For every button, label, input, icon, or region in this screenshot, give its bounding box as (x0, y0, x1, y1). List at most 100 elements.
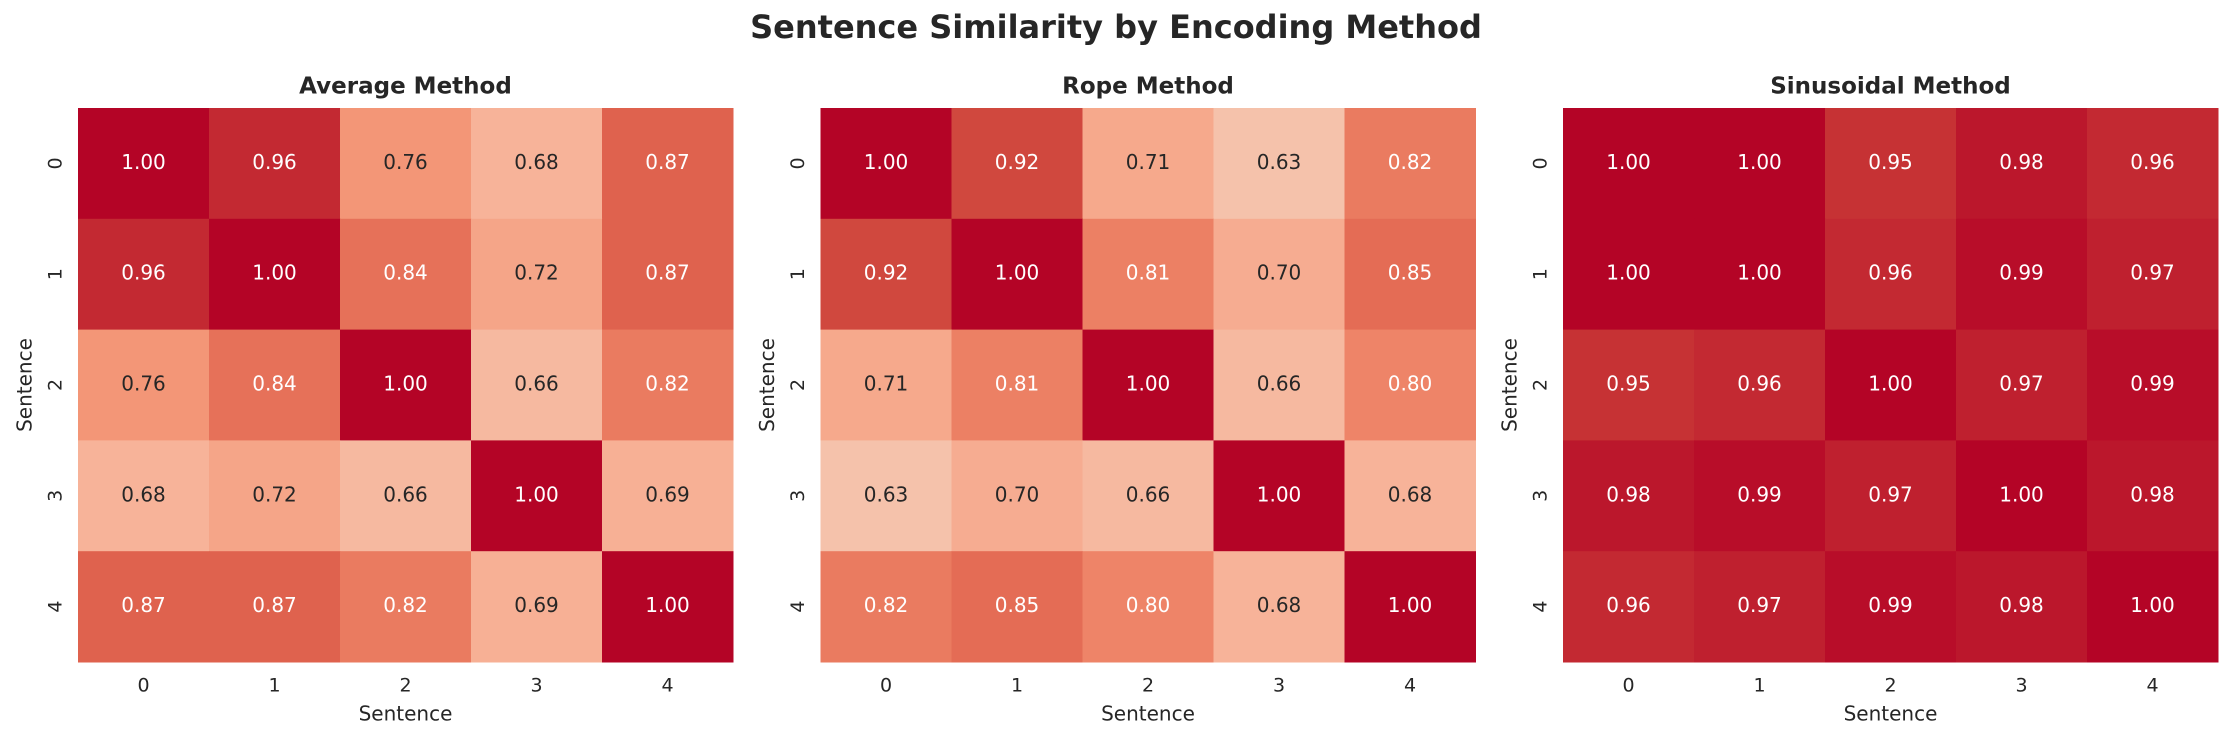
heatmap-cell (1213, 218, 1345, 331)
heatmap-cell (820, 218, 952, 331)
x-tick-label: 3 (1273, 675, 1285, 697)
heatmap-cell (1956, 551, 2088, 663)
heatmap-cell (1956, 218, 2088, 331)
cell-label: 0.85 (995, 593, 1040, 617)
heatmap-cell (1563, 551, 1695, 663)
cell-label: 0.99 (1737, 482, 1782, 506)
cell-label: 0.92 (995, 150, 1040, 174)
cell-label: 0.76 (121, 372, 166, 396)
x-tick-label: 1 (268, 675, 280, 697)
x-tick-label: 1 (1753, 675, 1765, 697)
heatmap-cell (951, 108, 1083, 220)
subplot-title: Rope Method (1062, 74, 1234, 100)
heatmap-cell (820, 551, 952, 663)
cell-label: 0.68 (1257, 593, 1302, 617)
cell-label: 0.68 (514, 150, 559, 174)
heatmap-cell (602, 551, 734, 663)
cell-label: 0.97 (1999, 372, 2044, 396)
cell-label: 0.66 (383, 482, 428, 506)
cell-label: 0.98 (1999, 150, 2044, 174)
cell-label: 1.00 (1126, 372, 1171, 396)
cell-label: 0.96 (252, 150, 297, 174)
cell-label: 1.00 (1999, 482, 2044, 506)
heatmap-cell (951, 218, 1083, 331)
cell-label: 1.00 (864, 150, 909, 174)
y-tick-label: 2 (1530, 379, 1552, 391)
x-axis-label: Sentence (1101, 702, 1195, 726)
heatmap-cell (1344, 329, 1476, 441)
y-tick-label: 0 (1530, 157, 1552, 169)
heatmap-cell (1563, 440, 1695, 552)
cell-label: 0.84 (383, 261, 428, 285)
cell-label: 0.99 (1868, 593, 1913, 617)
heatmap-cell (1694, 218, 1826, 331)
y-tick-label: 3 (787, 490, 809, 502)
cell-label: 0.84 (252, 372, 297, 396)
y-axis-label: Sentence (13, 338, 37, 432)
cell-label: 0.66 (1257, 372, 1302, 396)
cell-label: 0.87 (252, 593, 297, 617)
y-tick-label: 3 (1530, 490, 1552, 502)
y-axis-label: Sentence (1498, 338, 1522, 432)
y-tick-label: 4 (45, 601, 67, 613)
cell-label: 1.00 (121, 150, 166, 174)
cell-label: 0.63 (1257, 150, 1302, 174)
heatmap-cell (1825, 218, 1957, 331)
heatmap-cell (340, 551, 472, 663)
y-tick-label: 4 (1530, 601, 1552, 613)
cell-label: 0.96 (121, 261, 166, 285)
heatmap-cell (78, 329, 210, 441)
cell-label: 0.71 (1126, 150, 1171, 174)
figure-title: Sentence Similarity by Encoding Method (750, 8, 1482, 46)
heatmap-cell (820, 108, 952, 220)
heatmap-cell (1694, 329, 1826, 441)
heatmap-cell (820, 329, 952, 441)
x-tick-label: 0 (137, 675, 149, 697)
heatmap-cell (2087, 329, 2219, 441)
heatmap-cell (340, 440, 472, 552)
cell-label: 0.96 (1868, 261, 1913, 285)
cell-label: 1.00 (995, 261, 1040, 285)
heatmap-cell (602, 108, 734, 220)
cell-label: 0.70 (1257, 261, 1302, 285)
heatmap-cell (602, 329, 734, 441)
heatmap-cell (1344, 551, 1476, 663)
cell-label: 0.98 (1999, 593, 2044, 617)
heatmap-cell (1694, 551, 1826, 663)
heatmap-cell (78, 551, 210, 663)
heatmap-cell (1694, 440, 1826, 552)
cell-label: 0.82 (645, 372, 690, 396)
heatmap-cell (1825, 440, 1957, 552)
cell-label: 1.00 (1606, 150, 1651, 174)
y-axis-label: Sentence (755, 338, 779, 432)
cell-label: 0.99 (1999, 261, 2044, 285)
heatmap-cell (1082, 551, 1214, 663)
heatmap-cell (1213, 108, 1345, 220)
cell-label: 0.87 (645, 150, 690, 174)
cell-label: 1.00 (1737, 150, 1782, 174)
cell-label: 0.66 (514, 372, 559, 396)
heatmap-cell (209, 108, 341, 220)
x-axis-label: Sentence (1844, 702, 1938, 726)
subplot-title: Sinusoidal Method (1770, 74, 2011, 100)
cell-label: 0.66 (1126, 482, 1171, 506)
heatmap-cell (471, 108, 603, 220)
heatmap-cell (1344, 108, 1476, 220)
cell-label: 0.72 (252, 482, 297, 506)
cell-label: 0.98 (1606, 482, 1651, 506)
cell-label: 0.99 (2130, 372, 2175, 396)
x-tick-label: 4 (2146, 675, 2158, 697)
heatmap-cell (1082, 108, 1214, 220)
heatmap-cell (209, 329, 341, 441)
cell-label: 1.00 (1737, 261, 1782, 285)
heatmap-cell (209, 551, 341, 663)
heatmap-cell (471, 218, 603, 331)
cell-label: 1.00 (645, 593, 690, 617)
x-tick-label: 4 (661, 675, 673, 697)
cell-label: 1.00 (1606, 261, 1651, 285)
heatmap-cell (471, 440, 603, 552)
heatmap-cell (1082, 218, 1214, 331)
heatmap-cell (1563, 108, 1695, 220)
x-tick-label: 2 (399, 675, 411, 697)
